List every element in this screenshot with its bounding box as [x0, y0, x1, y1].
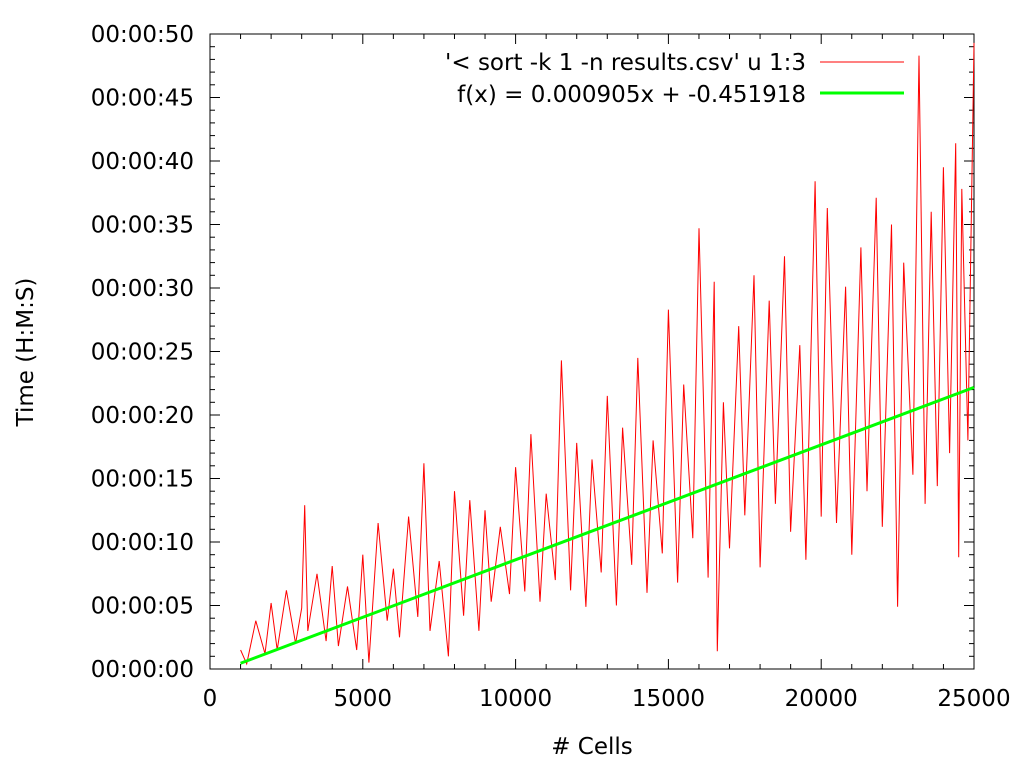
series-data-line — [240, 42, 975, 666]
y-tick-label: 00:00:20 — [91, 403, 194, 429]
y-tick-label: 00:00:45 — [91, 86, 194, 112]
y-tick-label: 00:00:10 — [91, 530, 194, 556]
y-tick-label: 00:00:00 — [91, 657, 194, 683]
x-tick-label: 5000 — [334, 686, 393, 712]
y-tick-label: 00:00:35 — [91, 213, 194, 239]
series-layer — [240, 42, 975, 666]
x-tick-label: 15000 — [632, 686, 705, 712]
x-axis-ticks: 0 5000 10000 15000 20000 25000 — [203, 34, 1011, 712]
x-tick-label: 20000 — [785, 686, 858, 712]
y-tick-label: 00:00:40 — [91, 149, 194, 175]
y-tick-label: 00:00:05 — [91, 594, 194, 620]
x-tick-label: 10000 — [479, 686, 552, 712]
y-tick-label: 00:00:25 — [91, 340, 194, 366]
y-axis-title: Time (H:M:S) — [13, 278, 39, 428]
legend: '< sort -k 1 -n results.csv' u 1:3 f(x) … — [445, 50, 904, 108]
y-tick-label: 00:00:30 — [91, 276, 194, 302]
x-tick-label: 0 — [203, 686, 218, 712]
legend-label-data: '< sort -k 1 -n results.csv' u 1:3 — [445, 50, 806, 76]
y-tick-label: 00:00:15 — [91, 467, 194, 493]
series-fit-line — [240, 385, 975, 665]
legend-label-fit: f(x) = 0.000905x + -0.451918 — [457, 82, 806, 108]
x-tick-label: 25000 — [937, 686, 1010, 712]
plot-frame — [209, 33, 975, 670]
y-axis-ticks: 00:00:00 00:00:05 00:00:10 00:00:15 00:00:20… — [91, 22, 974, 683]
x-axis-title: # Cells — [551, 734, 633, 760]
y-tick-label: 00:00:50 — [91, 22, 194, 48]
